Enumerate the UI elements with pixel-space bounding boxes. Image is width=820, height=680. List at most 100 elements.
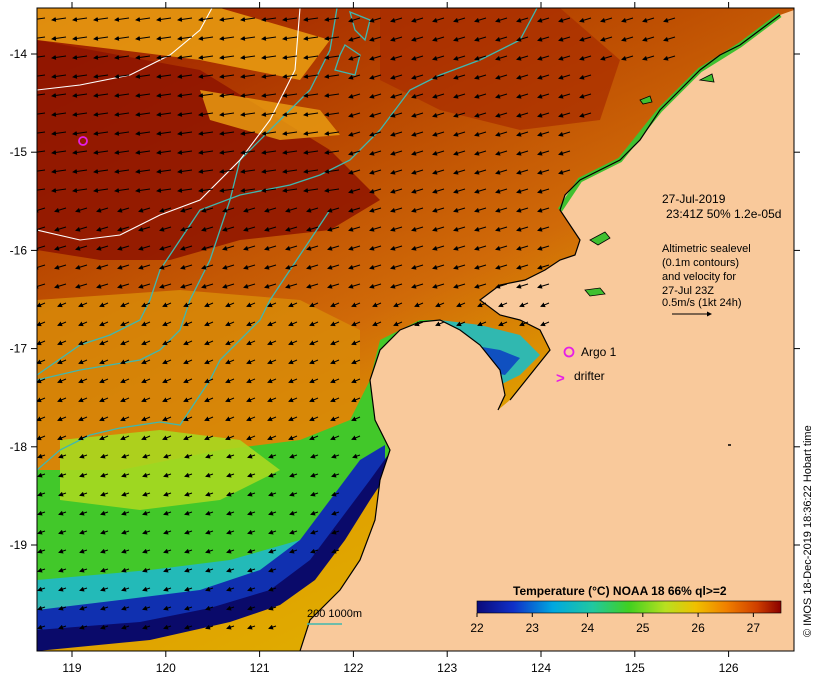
velocity-arrow	[369, 131, 382, 137]
velocity-arrow	[141, 435, 151, 441]
velocity-arrow	[432, 74, 445, 80]
velocity-arrow	[226, 567, 235, 573]
velocity-arrow	[114, 73, 130, 79]
velocity-arrow	[142, 586, 151, 592]
velocity-arrow	[432, 55, 445, 61]
velocity-arrow	[264, 207, 277, 213]
velocity-arrow	[180, 207, 193, 213]
velocity-arrow	[324, 73, 340, 79]
velocity-arrow	[219, 111, 235, 117]
velocity-arrow	[288, 359, 298, 365]
velocity-arrow	[204, 416, 214, 422]
velocity-arrow	[37, 472, 46, 478]
velocity-arrow	[369, 93, 382, 99]
velocity-arrow	[37, 93, 46, 96]
colorbar-gradient	[476, 600, 782, 614]
colorbar-ticks: 22 23 24 25 26 27	[470, 613, 760, 635]
velocity-arrow	[79, 567, 88, 573]
velocity-arrow	[310, 548, 319, 554]
velocity-arrow	[51, 149, 67, 155]
velocity-arrow	[51, 92, 67, 98]
velocity-arrow	[121, 472, 130, 478]
velocity-arrow	[330, 435, 340, 441]
velocity-arrow	[240, 54, 256, 60]
velocity-arrow	[621, 36, 634, 42]
velocity-arrow	[642, 55, 655, 61]
velocity-arrow	[93, 149, 109, 155]
velocity-arrow	[411, 283, 424, 289]
velocity-arrow	[37, 435, 46, 441]
velocity-arrow	[348, 112, 361, 118]
velocity-arrow	[309, 397, 319, 403]
velocity-arrow	[348, 245, 361, 251]
velocity-arrow	[306, 226, 319, 232]
drifter-label: drifter	[574, 369, 605, 383]
velocity-arrow	[93, 35, 109, 41]
velocity-arrow	[516, 283, 529, 289]
velocity-arrow	[285, 264, 298, 270]
velocity-arrow	[114, 16, 130, 22]
velocity-arrow	[198, 149, 214, 155]
velocity-arrow	[141, 378, 151, 384]
velocity-arrow	[240, 187, 256, 193]
velocity-arrow	[184, 567, 193, 573]
velocity-arrow	[268, 472, 277, 478]
velocity-arrow	[282, 187, 298, 193]
velocity-arrow	[240, 35, 256, 41]
velocity-arrow	[474, 17, 487, 23]
velocity-arrow	[516, 245, 529, 251]
velocity-arrow	[226, 491, 235, 497]
velocity-arrow	[163, 605, 172, 611]
velocity-arrow	[240, 149, 256, 155]
velocity-arrow	[141, 321, 151, 327]
velocity-arrow	[411, 74, 424, 80]
velocity-arrow	[205, 567, 214, 573]
velocity-arrow	[474, 93, 487, 99]
velocity-arrow	[100, 586, 109, 592]
velocity-arrow	[141, 302, 151, 308]
drifter-symbol: >	[556, 370, 565, 387]
velocity-arrow	[289, 472, 298, 478]
velocity-arrow	[331, 510, 340, 516]
velocity-arrow	[162, 397, 172, 403]
velocity-arrow	[72, 73, 88, 79]
velocity-arrow	[537, 17, 550, 23]
velocity-arrow	[198, 168, 214, 174]
velocity-arrow	[369, 36, 382, 42]
info-alt-5: 0.5m/s (1kt 24h)	[662, 297, 741, 309]
velocity-arrow	[225, 340, 235, 346]
velocity-arrow	[453, 169, 466, 175]
velocity-arrow	[198, 16, 214, 22]
velocity-arrow	[183, 378, 193, 384]
velocity-arrow	[351, 302, 361, 308]
velocity-arrow	[348, 226, 361, 232]
velocity-arrow	[600, 55, 613, 61]
velocity-arrow	[240, 16, 256, 22]
velocity-arrow	[219, 35, 235, 41]
velocity-arrow	[198, 54, 214, 60]
velocity-arrow	[121, 453, 130, 459]
velocity-arrow	[268, 624, 277, 630]
velocity-arrow	[51, 111, 67, 117]
info-time: 23:41Z 50% 1.2e-05d	[666, 207, 781, 221]
velocity-arrow	[477, 302, 487, 308]
bathy-contour-bank	[334, 10, 371, 76]
velocity-arrow	[219, 92, 235, 98]
velocity-arrow	[135, 149, 151, 155]
velocity-arrow	[114, 149, 130, 155]
velocity-arrow	[120, 378, 130, 384]
velocity-arrow	[78, 378, 88, 384]
velocity-arrow	[37, 188, 46, 191]
velocity-arrow	[138, 207, 151, 213]
velocity-arrow	[219, 149, 235, 155]
velocity-arrow	[58, 624, 67, 630]
velocity-arrow	[159, 245, 172, 251]
velocity-arrow	[100, 453, 109, 459]
velocity-arrow	[393, 321, 403, 327]
velocity-arrow	[222, 245, 235, 251]
velocity-arrow	[246, 302, 256, 308]
velocity-arrow	[247, 548, 256, 554]
velocity-arrow	[72, 149, 88, 155]
velocity-arrow	[247, 529, 256, 535]
velocity-arrow	[390, 93, 403, 99]
